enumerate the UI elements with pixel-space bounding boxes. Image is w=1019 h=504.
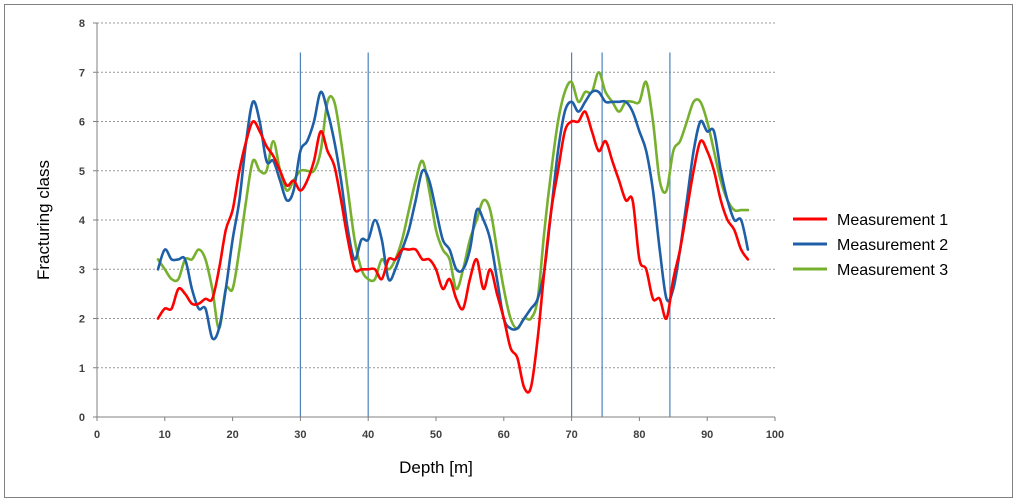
x-tick-label: 50	[430, 429, 442, 441]
legend-label-measurement-3: Measurement 3	[837, 262, 948, 279]
tick-labels: 0 10 20 30 40 50 60 70 80 90 100 0 1 2 3 4 5 6 7 8	[79, 18, 784, 441]
y-tick-label: 6	[79, 117, 85, 129]
series-lines	[156, 71, 750, 394]
legend-label-measurement-1: Measurement 1	[837, 212, 948, 229]
x-tick-label: 40	[362, 429, 374, 441]
y-tick-label: 0	[79, 412, 85, 424]
line-chart: 0 10 20 30 40 50 60 70 80 90 100 0 1 2 3 4 5 6 7 8 Depth [m…	[34, 18, 948, 477]
y-tick-label: 5	[79, 166, 85, 178]
x-tick-label: 30	[294, 429, 306, 441]
x-tick-label: 20	[226, 429, 238, 441]
x-tick-label: 10	[159, 429, 171, 441]
series-line-measurement-1	[156, 110, 750, 394]
vertical-markers	[299, 52, 671, 417]
y-tick-label: 4	[79, 215, 86, 227]
y-tick-label: 3	[79, 264, 85, 276]
y-tick-label: 8	[79, 18, 85, 30]
x-tick-label: 80	[633, 429, 645, 441]
gridlines	[97, 22, 775, 369]
legend-label-measurement-2: Measurement 2	[837, 237, 948, 254]
y-tick-label: 2	[79, 314, 85, 326]
y-tick-label: 7	[79, 67, 85, 79]
x-tick-label: 100	[766, 429, 784, 441]
x-tick-label: 0	[94, 429, 100, 441]
legend: Measurement 1 Measurement 2 Measurement 3	[793, 212, 948, 279]
x-tick-label: 60	[498, 429, 510, 441]
series-line-measurement-2	[156, 89, 750, 341]
series-line-measurement-3	[156, 71, 750, 330]
chart-frame: 0 10 20 30 40 50 60 70 80 90 100 0 1 2 3 4 5 6 7 8 Depth [m…	[4, 4, 1013, 498]
x-tick-label: 70	[565, 429, 577, 441]
y-tick-label: 1	[79, 363, 85, 375]
x-tick-label: 90	[701, 429, 713, 441]
x-axis-title: Depth [m]	[399, 458, 473, 477]
y-axis-title: Fracturing class	[34, 160, 53, 280]
